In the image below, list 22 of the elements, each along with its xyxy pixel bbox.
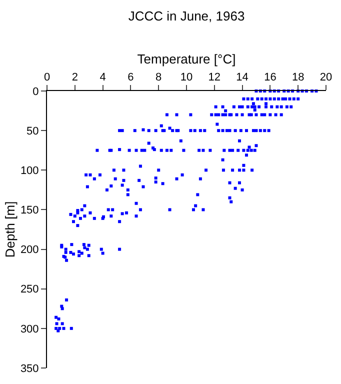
- x-tick-label: 0: [44, 72, 50, 84]
- y-tick-label: 50: [26, 125, 39, 138]
- y-tick-label: 100: [20, 164, 39, 177]
- y-tick-label: 150: [20, 204, 39, 217]
- y-tick-label: 250: [20, 284, 39, 296]
- x-tick-label: 12: [208, 72, 221, 84]
- x-tick-label: 4: [100, 72, 106, 84]
- x-tick-label: 2: [72, 72, 78, 84]
- chart-title: JCCC in June, 1963: [128, 8, 245, 24]
- x-tick-label: 8: [156, 72, 162, 84]
- x-tick-label: 10: [180, 72, 193, 84]
- y-tick-label: 350: [20, 362, 39, 375]
- x-tick-label: 16: [264, 72, 276, 84]
- y-tick-label: 200: [20, 244, 39, 256]
- y-axis-title: Depth [m]: [2, 201, 18, 258]
- y-tick-label: 300: [20, 323, 39, 336]
- x-tick-label: 6: [128, 72, 134, 84]
- x-tick-label: 18: [292, 72, 304, 84]
- x-tick-label: 14: [236, 72, 248, 84]
- x-tick-label: 20: [320, 72, 332, 84]
- y-tick-label: 0: [32, 86, 39, 98]
- x-axis-title: Temperature [°C]: [137, 52, 236, 67]
